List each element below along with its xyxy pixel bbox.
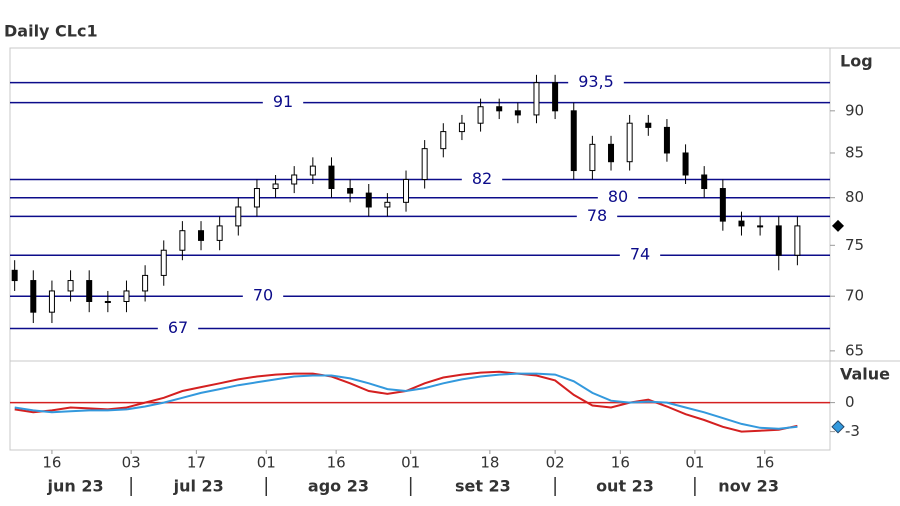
candle-body bbox=[365, 192, 372, 208]
candle-body bbox=[272, 183, 279, 190]
candle-body bbox=[645, 122, 652, 128]
y-tick-label: 90 bbox=[845, 101, 864, 119]
level-label-bg bbox=[619, 246, 661, 265]
month-label: nov 23 bbox=[718, 477, 779, 496]
level-label: 91 bbox=[273, 92, 293, 111]
candle-body bbox=[477, 106, 484, 124]
level-label: 67 bbox=[168, 318, 188, 337]
candle-body bbox=[48, 290, 55, 313]
candle-body bbox=[458, 122, 465, 133]
candle-body bbox=[626, 122, 633, 163]
x-tick-label: 16 bbox=[327, 454, 346, 472]
scale-label: Log bbox=[840, 52, 873, 71]
y-tick-label: 80 bbox=[845, 188, 864, 206]
candle-body bbox=[719, 188, 726, 222]
candle-body bbox=[682, 152, 689, 176]
month-label: out 23 bbox=[596, 477, 654, 496]
x-tick-label: 02 bbox=[546, 454, 565, 472]
candle-body bbox=[440, 131, 447, 150]
candle-body bbox=[216, 225, 223, 241]
candle-body bbox=[235, 206, 242, 227]
candle-body bbox=[179, 230, 186, 251]
x-tick-label: 16 bbox=[611, 454, 630, 472]
oscillator-line bbox=[14, 372, 798, 430]
candle-body bbox=[86, 280, 93, 302]
candle-body bbox=[291, 174, 298, 185]
candle-body bbox=[608, 143, 615, 163]
month-label: set 23 bbox=[455, 477, 511, 496]
level-label-bg bbox=[242, 287, 284, 306]
y-tick-label: 85 bbox=[845, 143, 864, 161]
level-label: 93,5 bbox=[578, 72, 614, 91]
scale-label: Value bbox=[840, 365, 890, 384]
level-label-bg bbox=[568, 73, 624, 92]
level-label-bg bbox=[262, 93, 304, 112]
month-label: jun 23 bbox=[47, 477, 104, 496]
y-tick-label: 70 bbox=[845, 287, 864, 305]
candle-body bbox=[403, 178, 410, 203]
candle-body bbox=[384, 201, 391, 208]
candle-body bbox=[533, 82, 540, 116]
candle-body bbox=[757, 225, 764, 228]
plot-frame bbox=[9, 47, 831, 451]
candle-body bbox=[496, 106, 503, 112]
oscillator-line bbox=[14, 370, 798, 433]
candle-body bbox=[570, 110, 577, 172]
y-tick-label: 65 bbox=[845, 341, 864, 359]
level-label: 74 bbox=[630, 245, 650, 264]
last-value-marker bbox=[831, 420, 845, 434]
candle-body bbox=[552, 82, 559, 112]
y-tick-label: 75 bbox=[845, 236, 864, 254]
candle-body bbox=[775, 225, 782, 256]
candle-body bbox=[123, 290, 130, 302]
level-label-bg bbox=[597, 188, 639, 207]
candle-body bbox=[160, 249, 167, 276]
level-label-bg bbox=[461, 170, 503, 189]
x-tick-label: 01 bbox=[685, 454, 704, 472]
level-label-bg bbox=[576, 207, 618, 226]
candle-body bbox=[67, 280, 74, 292]
x-tick-label: 01 bbox=[401, 454, 420, 472]
candle-body bbox=[30, 280, 37, 313]
candle-body bbox=[104, 300, 111, 303]
x-tick-label: 01 bbox=[257, 454, 276, 472]
last-price-marker bbox=[832, 219, 844, 232]
month-label: ago 23 bbox=[308, 477, 369, 496]
candle-body bbox=[347, 188, 354, 194]
candle-body bbox=[701, 174, 708, 190]
candle-body bbox=[11, 269, 18, 282]
level-label-bg bbox=[157, 319, 199, 338]
level-label: 80 bbox=[608, 187, 628, 206]
candle-body bbox=[142, 274, 149, 292]
level-label: 70 bbox=[253, 286, 273, 305]
candle-body bbox=[589, 143, 596, 172]
candle-body bbox=[328, 165, 335, 190]
x-tick-label: 18 bbox=[480, 454, 499, 472]
candle-body bbox=[198, 230, 205, 241]
y-tick-label: -3 bbox=[845, 422, 860, 440]
y-tick-label: 0 bbox=[845, 393, 855, 411]
level-label: 82 bbox=[472, 169, 492, 188]
chart-title: Daily CLc1 bbox=[4, 22, 98, 41]
candle-body bbox=[421, 148, 428, 180]
x-tick-label: 16 bbox=[755, 454, 774, 472]
x-tick-label: 17 bbox=[187, 454, 206, 472]
candle-body bbox=[738, 220, 745, 227]
candle-body bbox=[253, 188, 260, 208]
x-tick-label: 16 bbox=[42, 454, 61, 472]
candle-body bbox=[514, 110, 521, 116]
x-tick-label: 03 bbox=[122, 454, 141, 472]
level-label: 78 bbox=[587, 206, 607, 225]
candle-body bbox=[794, 225, 801, 256]
candle-body bbox=[309, 165, 316, 176]
candle-body bbox=[663, 126, 670, 154]
month-label: jul 23 bbox=[173, 477, 224, 496]
